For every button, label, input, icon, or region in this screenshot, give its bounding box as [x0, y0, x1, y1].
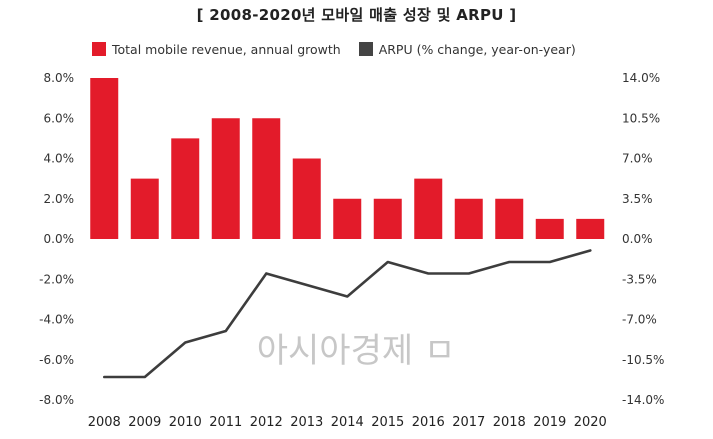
revenue-bar: [414, 178, 443, 239]
chart-title: [ 2008-2020년 모바일 매출 성장 및 ARPU ]: [196, 6, 517, 24]
x-tick-label: 2009: [128, 415, 161, 430]
y-left-tick-label: 4.0%: [44, 152, 75, 166]
x-tick-label: 2019: [533, 415, 566, 430]
arpu-line: [103, 249, 592, 379]
x-tick-label: 2016: [412, 415, 445, 430]
revenue-bar: [576, 218, 605, 239]
legend: Total mobile revenue, annual growth ARPU…: [92, 40, 594, 58]
revenue-bar: [171, 138, 200, 239]
y-left-tick-label: 8.0%: [44, 71, 75, 85]
x-tick-label: 2020: [574, 415, 607, 430]
y-right-tick-label: 10.5%: [622, 111, 660, 125]
x-tick-label: 2015: [371, 415, 404, 430]
legend-item-revenue: Total mobile revenue, annual growth: [92, 42, 341, 57]
y-left-tick-label: -2.0%: [39, 272, 74, 286]
x-tick-label: 2014: [331, 415, 364, 430]
revenue-bar: [252, 118, 281, 239]
y-left-tick-label: -8.0%: [39, 393, 74, 407]
x-tick-label: 2018: [493, 415, 526, 430]
y-left-tick-label: 0.0%: [44, 232, 75, 246]
x-tick-label: 2012: [250, 415, 283, 430]
revenue-bar: [130, 178, 159, 239]
legend-label-revenue: Total mobile revenue, annual growth: [112, 41, 341, 57]
y-left-tick-label: 6.0%: [44, 111, 75, 125]
y-left-tick-label: 2.0%: [44, 192, 75, 206]
y-left-tick-label: -6.0%: [39, 353, 74, 367]
y-right-tick-label: -3.5%: [622, 272, 657, 286]
y-right-tick-label: 7.0%: [622, 152, 653, 166]
revenue-bar: [333, 198, 362, 239]
y-right-tick-label: 3.5%: [622, 192, 653, 206]
legend-label-arpu: ARPU (% change, year-on-year): [378, 41, 576, 57]
x-tick-label: 2011: [209, 415, 242, 430]
revenue-bar: [535, 218, 564, 239]
y-right-tick-label: 14.0%: [622, 71, 660, 85]
revenue-bar: [373, 198, 402, 239]
y-right-tick-label: 0.0%: [622, 232, 653, 246]
revenue-bar: [495, 198, 524, 239]
revenue-bar: [454, 198, 483, 239]
legend-item-arpu: ARPU (% change, year-on-year): [358, 41, 576, 57]
y-right-tick-label: -7.0%: [622, 313, 657, 327]
x-tick-label: 2013: [290, 415, 323, 430]
revenue-bar: [292, 158, 321, 239]
x-tick-label: 2010: [169, 415, 202, 430]
legend-swatch-arpu: [358, 42, 373, 56]
y-left-tick-label: -4.0%: [39, 313, 74, 327]
revenue-bar: [90, 78, 119, 239]
revenue-bar: [211, 118, 240, 239]
x-tick-label: 2017: [452, 415, 485, 430]
y-right-tick-label: -14.0%: [622, 393, 664, 407]
watermark-text: 아시아경제 ㅁ: [257, 331, 456, 371]
y-right-tick-label: -10.5%: [622, 353, 664, 367]
legend-swatch-revenue: [92, 42, 106, 56]
x-tick-label: 2008: [88, 415, 121, 430]
